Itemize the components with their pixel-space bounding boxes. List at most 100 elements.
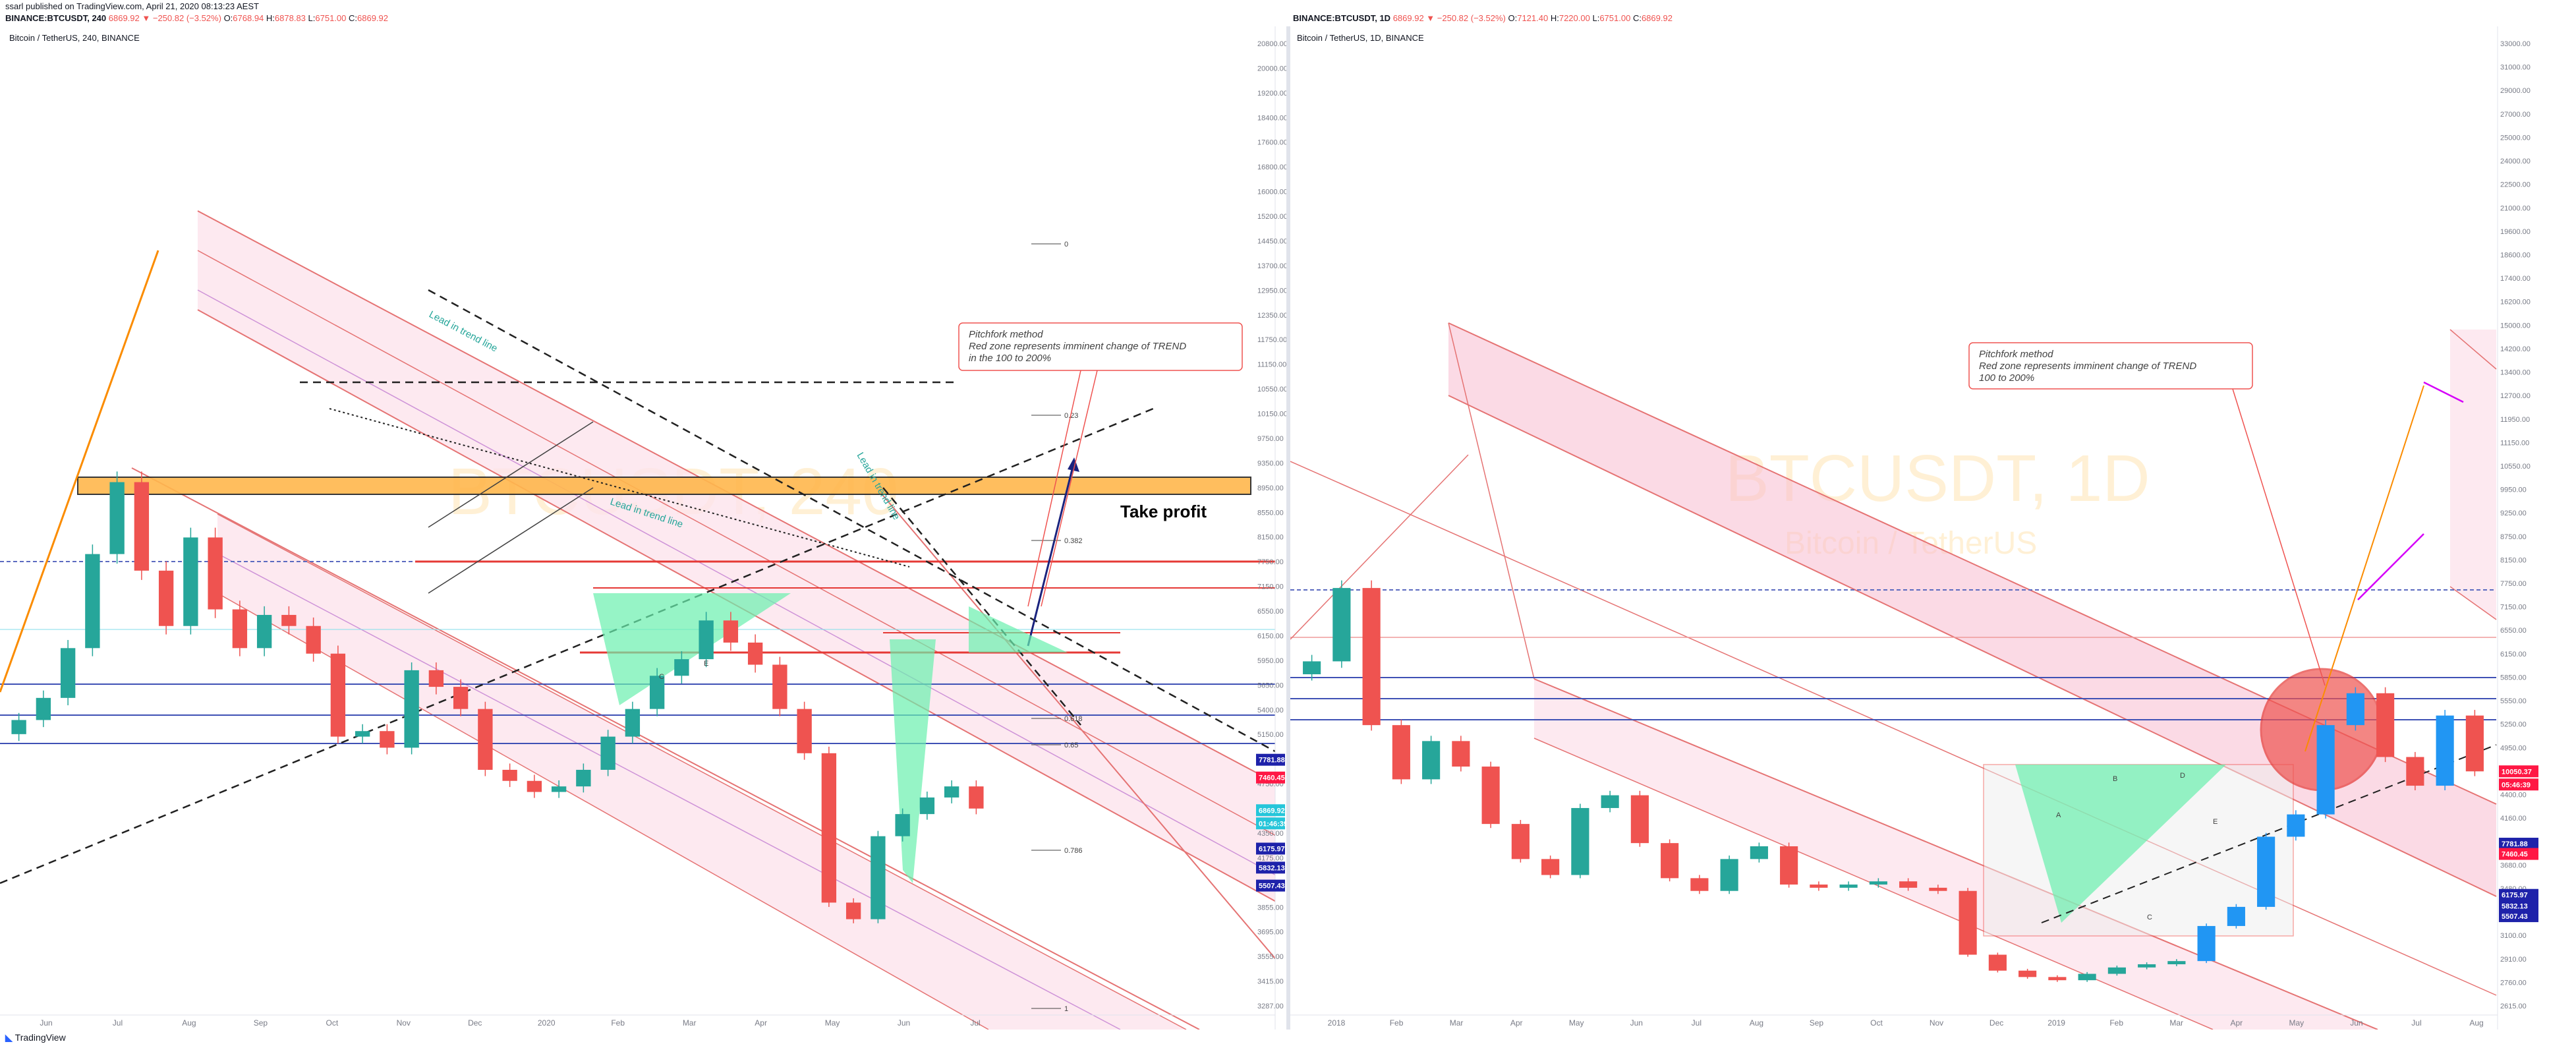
right-note-line2: 100 to 200% xyxy=(1979,372,2034,384)
right-note-line1: Red zone represents imminent change of T… xyxy=(1979,361,2196,372)
pitchfork-note-line2: in the 100 to 200% xyxy=(969,353,1051,364)
right-pitchfork-note[interactable]: Pitchfork method Red zone represents imm… xyxy=(1968,342,2326,686)
right-price-tag: 7460.45 xyxy=(2499,848,2538,860)
brand-name: TradingView xyxy=(14,1032,66,1043)
right-candle xyxy=(2048,975,2067,982)
left-y-tick: 3695.00 xyxy=(1257,929,1284,937)
right-candle xyxy=(1630,790,1649,847)
right-y-tick: 15000.00 xyxy=(2500,322,2531,330)
left-y-tick: 14450.00 xyxy=(1257,237,1286,245)
right-candle xyxy=(2018,968,2037,979)
left-price-tag: 7781.88 xyxy=(1256,753,1285,766)
right-y-tick: 19600.00 xyxy=(2500,228,2531,236)
left-y-tick: 4350.00 xyxy=(1257,830,1284,838)
left-candle xyxy=(478,701,493,776)
right-y-tick: 25000.00 xyxy=(2500,134,2531,142)
left-y-tick: 16000.00 xyxy=(1257,189,1286,196)
left-x-tick: Feb xyxy=(611,1018,625,1028)
left-candle xyxy=(109,471,125,564)
right-symbol[interactable]: BINANCE:BTCUSDT, 1D xyxy=(1293,13,1391,23)
right-y-tick: 5550.00 xyxy=(2500,697,2527,705)
left-candle xyxy=(969,780,984,815)
left-symbol[interactable]: BINANCE:BTCUSDT, 240 xyxy=(5,13,107,23)
right-candle xyxy=(1332,580,1351,668)
svg-text:6869.92: 6869.92 xyxy=(1259,807,1285,815)
svg-text:5832.13: 5832.13 xyxy=(2502,902,2528,910)
left-l: 6751.00 xyxy=(315,13,347,23)
left-pitchfork-note[interactable]: Pitchfork method Red zone represents imm… xyxy=(958,322,1243,607)
right-candle xyxy=(1541,856,1560,879)
right-x-tick: Oct xyxy=(1870,1018,1883,1028)
right-x-tick: Feb xyxy=(2109,1018,2123,1028)
left-y-tick: 10150.00 xyxy=(1257,411,1286,419)
pattern-label-c: C xyxy=(659,673,664,681)
right-price-axis[interactable] xyxy=(2497,26,2576,1030)
right-x-tick: Apr xyxy=(1510,1018,1523,1028)
right-candle-series[interactable] xyxy=(1303,580,2484,982)
left-candle xyxy=(453,679,469,716)
right-x-tick: Mar xyxy=(1450,1018,1464,1028)
left-y-tick: 9750.00 xyxy=(1257,435,1284,443)
right-y-tick: 24000.00 xyxy=(2500,158,2531,165)
fib-level: 0.382 xyxy=(1031,537,1083,545)
left-x-tick: Dec xyxy=(468,1018,482,1028)
left-candle xyxy=(747,634,763,673)
left-fib-levels: 0 0.23 0.382 0.618 0.65 0.786 1 xyxy=(1031,241,1083,1013)
left-trend-lines xyxy=(0,250,1276,885)
left-y-tick: 7750.00 xyxy=(1257,558,1284,566)
left-x-tick: Jul xyxy=(970,1018,980,1028)
left-y-tick: 11150.00 xyxy=(1257,361,1286,369)
svg-text:01:46:39: 01:46:39 xyxy=(1259,820,1286,828)
right-y-tick: 12700.00 xyxy=(2500,392,2531,400)
left-x-tick: Oct xyxy=(326,1018,339,1028)
left-take-profit-zone[interactable] xyxy=(77,477,1251,495)
right-x-tick: Jun xyxy=(2350,1018,2362,1028)
left-candle xyxy=(281,606,297,635)
left-candle xyxy=(158,561,174,635)
right-candle xyxy=(1571,803,1589,879)
right-pattern-label-c: C xyxy=(2147,914,2152,921)
left-candle xyxy=(871,830,886,923)
left-candle xyxy=(674,651,689,683)
right-x-tick: Jul xyxy=(1692,1018,1702,1028)
right-chart-pane[interactable]: Bitcoin / TetherUS, 1D, BINANCE BTCUSDT,… xyxy=(1290,26,2576,1030)
right-green-triangle xyxy=(2015,765,2226,923)
right-ohlc-line: BINANCE:BTCUSDT, 1D 6869.92 ▼ −250.82 (−… xyxy=(1293,13,1673,23)
right-candle xyxy=(1661,839,1679,882)
left-candle-series[interactable] xyxy=(11,471,984,923)
right-o: 7121.40 xyxy=(1517,13,1549,23)
right-y-tick: 31000.00 xyxy=(2500,64,2531,72)
published-line: ssarl published on TradingView.com, Apri… xyxy=(5,1,259,11)
left-price-tag: 5507.43 xyxy=(1256,879,1285,892)
right-x-tick: Feb xyxy=(1390,1018,1404,1028)
right-change: 6869.92 ▼ −250.82 (−3.52%) xyxy=(1392,13,1506,23)
right-candle xyxy=(1452,736,1470,772)
left-price-tag: 01:46:39 xyxy=(1256,817,1286,830)
right-x-tick: 2018 xyxy=(1328,1018,1346,1028)
left-chart-pane[interactable]: Bitcoin / TetherUS, 240, BINANCE BTCUSDT… xyxy=(0,26,1286,1030)
tradingview-logo[interactable]: ◣ TradingView xyxy=(5,1032,66,1043)
left-price-tag: 5832.13 xyxy=(1256,861,1285,874)
pane-divider[interactable] xyxy=(1286,26,1290,1030)
right-candle xyxy=(1839,881,1858,891)
left-x-tick: Mar xyxy=(683,1018,697,1028)
right-candle xyxy=(2078,972,2096,982)
right-candle xyxy=(1690,875,1709,894)
left-y-tick: 7150.00 xyxy=(1257,583,1284,591)
left-y-tick-labels: 20800.00 20000.00 19200.00 18400.00 17600.00… xyxy=(1257,40,1286,1010)
left-y-tick: 20000.00 xyxy=(1257,65,1286,73)
footer: ◣ TradingView xyxy=(0,1030,2576,1046)
svg-text:5507.43: 5507.43 xyxy=(1259,883,1285,890)
right-candle xyxy=(2316,719,2335,819)
right-pattern-label-d: D xyxy=(2180,772,2185,780)
left-x-tick-labels: Jun Jul Aug Sep Oct Nov Dec 2020 Feb Mar Apr May Jun… xyxy=(40,1018,980,1028)
right-x-tick: Sep xyxy=(1810,1018,1824,1028)
left-candle xyxy=(208,527,223,618)
right-x-tick: Mar xyxy=(2169,1018,2183,1028)
right-x-tick: May xyxy=(2289,1018,2304,1028)
svg-text:7460.45: 7460.45 xyxy=(2502,851,2528,859)
left-y-tick: 3415.00 xyxy=(1257,978,1284,986)
svg-text:6175.97: 6175.97 xyxy=(1259,846,1285,854)
right-y-tick: 21000.00 xyxy=(2500,204,2531,212)
right-y-tick: 3100.00 xyxy=(2500,932,2527,940)
